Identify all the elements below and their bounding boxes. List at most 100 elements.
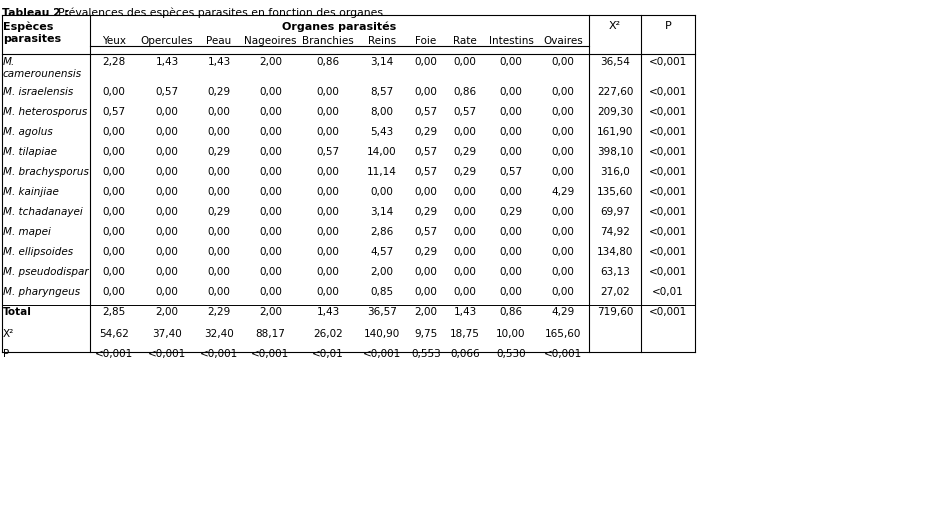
Text: X²: X² bbox=[608, 21, 620, 31]
Text: 0,00: 0,00 bbox=[499, 107, 522, 117]
Text: 63,13: 63,13 bbox=[599, 267, 630, 276]
Text: <0,001: <0,001 bbox=[649, 187, 686, 196]
Text: 719,60: 719,60 bbox=[597, 306, 632, 317]
Text: 14,00: 14,00 bbox=[367, 147, 396, 157]
Text: M. kainjiae: M. kainjiae bbox=[3, 187, 59, 196]
Text: 0,00: 0,00 bbox=[208, 287, 230, 296]
Text: 0,00: 0,00 bbox=[414, 187, 437, 196]
Text: 8,00: 8,00 bbox=[370, 107, 393, 117]
Text: 0,29: 0,29 bbox=[453, 166, 476, 177]
Text: 0,00: 0,00 bbox=[103, 87, 126, 97]
Text: 316,0: 316,0 bbox=[599, 166, 630, 177]
Text: 2,00: 2,00 bbox=[414, 306, 437, 317]
Text: 0,00: 0,00 bbox=[499, 287, 522, 296]
Text: 161,90: 161,90 bbox=[597, 127, 632, 137]
Text: 0,00: 0,00 bbox=[259, 287, 281, 296]
Text: 0,29: 0,29 bbox=[414, 207, 437, 216]
Text: Rate: Rate bbox=[452, 36, 477, 46]
Text: 0,00: 0,00 bbox=[156, 147, 178, 157]
Text: Organes parasités: Organes parasités bbox=[282, 21, 396, 32]
Text: P: P bbox=[664, 21, 670, 31]
Text: 0,00: 0,00 bbox=[453, 267, 476, 276]
Text: 5,43: 5,43 bbox=[370, 127, 394, 137]
Text: 3,14: 3,14 bbox=[370, 57, 394, 67]
Text: 0,00: 0,00 bbox=[156, 127, 178, 137]
Text: 0,00: 0,00 bbox=[316, 267, 339, 276]
Text: 227,60: 227,60 bbox=[597, 87, 632, 97]
Text: 0,00: 0,00 bbox=[156, 246, 178, 257]
Text: 0,00: 0,00 bbox=[551, 147, 574, 157]
Text: 0,86: 0,86 bbox=[453, 87, 476, 97]
Text: 0,00: 0,00 bbox=[453, 57, 476, 67]
Text: 0,00: 0,00 bbox=[259, 207, 281, 216]
Text: 2,86: 2,86 bbox=[370, 227, 394, 237]
Text: Peau: Peau bbox=[206, 36, 231, 46]
Text: 0,00: 0,00 bbox=[551, 267, 574, 276]
Text: 0,00: 0,00 bbox=[316, 107, 339, 117]
Text: 0,00: 0,00 bbox=[453, 127, 476, 137]
Text: Intestins: Intestins bbox=[488, 36, 532, 46]
Text: 0,29: 0,29 bbox=[208, 87, 230, 97]
Text: 36,57: 36,57 bbox=[366, 306, 396, 317]
Text: 0,00: 0,00 bbox=[156, 287, 178, 296]
Text: 0,00: 0,00 bbox=[551, 287, 574, 296]
Text: 0,57: 0,57 bbox=[414, 147, 437, 157]
Text: M. israelensis: M. israelensis bbox=[3, 87, 74, 97]
Text: 0,00: 0,00 bbox=[316, 87, 339, 97]
Text: 1,43: 1,43 bbox=[453, 306, 476, 317]
Text: 0,29: 0,29 bbox=[414, 246, 437, 257]
Text: 0,29: 0,29 bbox=[208, 207, 230, 216]
Text: 0,00: 0,00 bbox=[499, 57, 522, 67]
Text: 0,00: 0,00 bbox=[499, 187, 522, 196]
Text: 0,00: 0,00 bbox=[156, 166, 178, 177]
Text: 0,00: 0,00 bbox=[551, 127, 574, 137]
Text: M.
camerounensis: M. camerounensis bbox=[3, 57, 82, 79]
Text: Nageoires: Nageoires bbox=[244, 36, 296, 46]
Text: 0,57: 0,57 bbox=[499, 166, 522, 177]
Text: <0,001: <0,001 bbox=[649, 246, 686, 257]
Text: <0,001: <0,001 bbox=[147, 348, 186, 358]
Text: 0,00: 0,00 bbox=[103, 147, 126, 157]
Text: 0,00: 0,00 bbox=[259, 147, 281, 157]
Text: 0,00: 0,00 bbox=[103, 246, 126, 257]
Text: M. tchadanayei: M. tchadanayei bbox=[3, 207, 83, 216]
Text: 0,00: 0,00 bbox=[103, 166, 126, 177]
Text: 0,00: 0,00 bbox=[453, 246, 476, 257]
Text: 0,00: 0,00 bbox=[316, 127, 339, 137]
Text: 0,00: 0,00 bbox=[551, 57, 574, 67]
Text: 0,00: 0,00 bbox=[259, 107, 281, 117]
Text: 0,00: 0,00 bbox=[103, 187, 126, 196]
Text: P: P bbox=[3, 348, 9, 358]
Text: 0,29: 0,29 bbox=[499, 207, 522, 216]
Text: 165,60: 165,60 bbox=[545, 328, 581, 338]
Text: 0,00: 0,00 bbox=[208, 107, 230, 117]
Text: Foie: Foie bbox=[415, 36, 436, 46]
Text: 0,00: 0,00 bbox=[156, 187, 178, 196]
Text: 0,00: 0,00 bbox=[103, 267, 126, 276]
Text: 2,29: 2,29 bbox=[207, 306, 230, 317]
Text: 0,00: 0,00 bbox=[259, 227, 281, 237]
Text: 0,00: 0,00 bbox=[103, 127, 126, 137]
Text: 0,00: 0,00 bbox=[499, 227, 522, 237]
Text: 0,00: 0,00 bbox=[208, 127, 230, 137]
Text: M. pharyngeus: M. pharyngeus bbox=[3, 287, 80, 296]
Text: <0,001: <0,001 bbox=[649, 207, 686, 216]
Text: 26,02: 26,02 bbox=[312, 328, 343, 338]
Text: 0,00: 0,00 bbox=[208, 267, 230, 276]
Text: <0,01: <0,01 bbox=[651, 287, 683, 296]
Text: <0,001: <0,001 bbox=[649, 107, 686, 117]
Text: 0,00: 0,00 bbox=[103, 287, 126, 296]
Text: 0,00: 0,00 bbox=[259, 246, 281, 257]
Text: Prévalences des espèces parasites en fonction des organes: Prévalences des espèces parasites en fon… bbox=[58, 8, 382, 18]
Text: 88,17: 88,17 bbox=[255, 328, 285, 338]
Text: 0,57: 0,57 bbox=[155, 87, 178, 97]
Text: 1,43: 1,43 bbox=[155, 57, 178, 67]
Text: 0,00: 0,00 bbox=[259, 87, 281, 97]
Text: 4,29: 4,29 bbox=[550, 187, 574, 196]
Text: 0,00: 0,00 bbox=[316, 227, 339, 237]
Text: 54,62: 54,62 bbox=[99, 328, 128, 338]
Text: 10,00: 10,00 bbox=[496, 328, 525, 338]
Text: 0,00: 0,00 bbox=[499, 246, 522, 257]
Text: 0,57: 0,57 bbox=[414, 107, 437, 117]
Text: 0,00: 0,00 bbox=[414, 267, 437, 276]
